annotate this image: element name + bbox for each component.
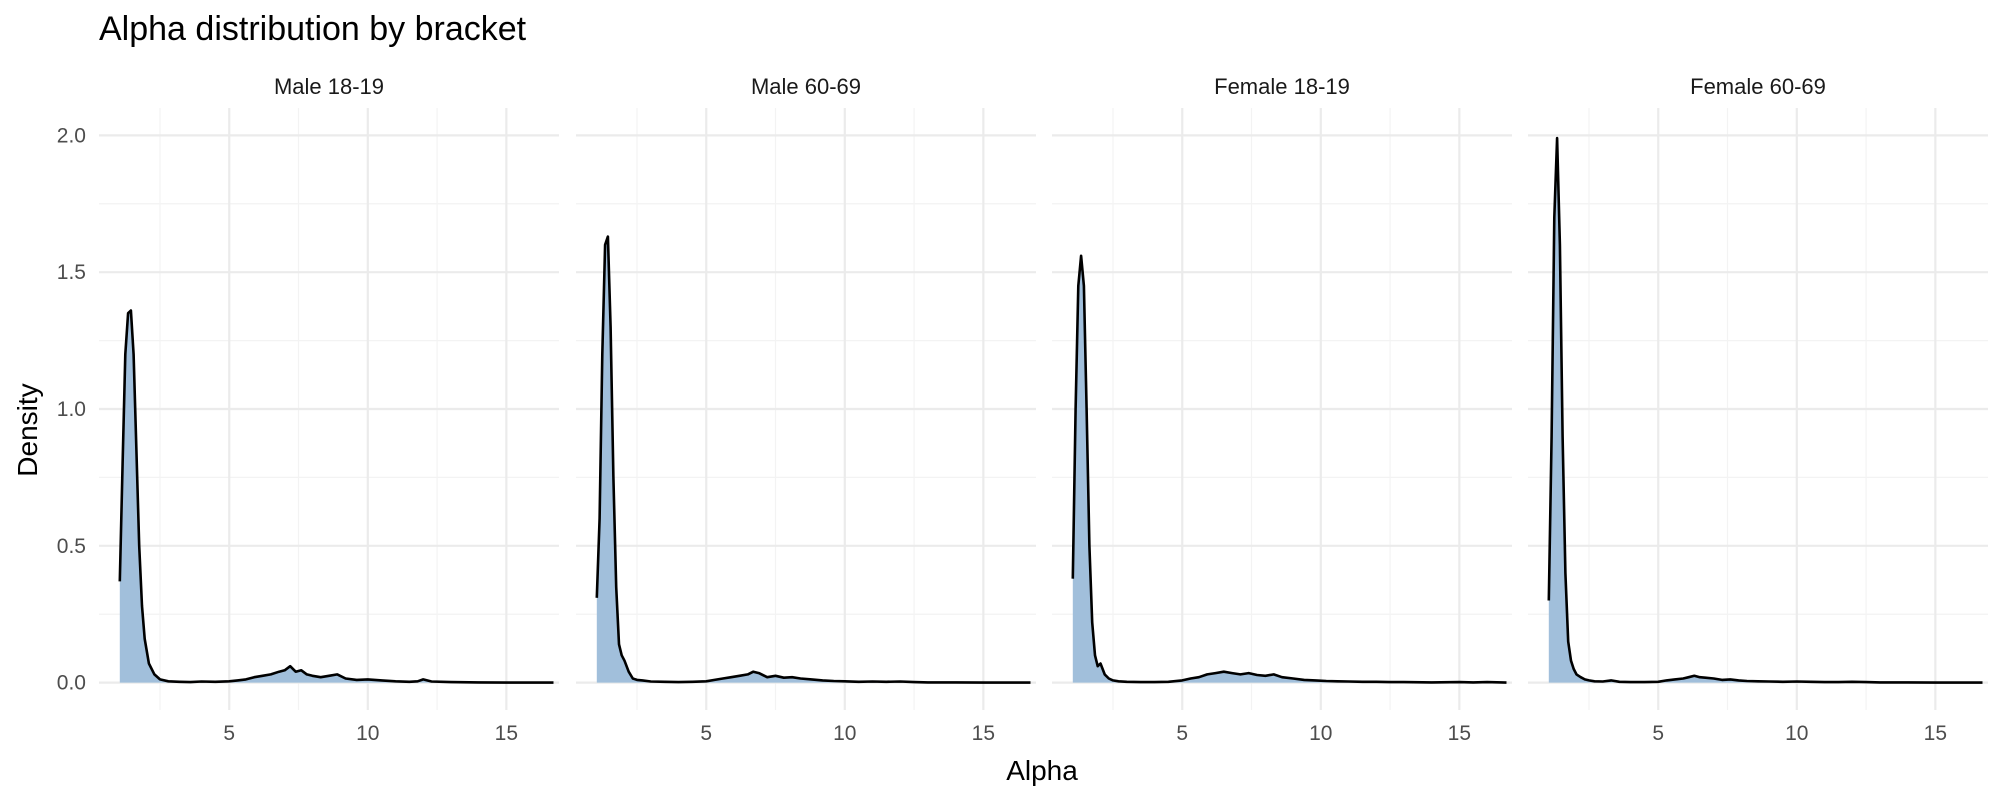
x-tick-label: 5 bbox=[1176, 722, 1188, 745]
y-tick-label: 0.0 bbox=[57, 672, 86, 695]
x-tick-label: 5 bbox=[1652, 722, 1664, 745]
x-tick-label: 15 bbox=[1448, 722, 1471, 745]
x-tick-label: 10 bbox=[833, 722, 856, 745]
facet-strip-label: Female 18-19 bbox=[1214, 74, 1350, 99]
y-tick-label: 2.0 bbox=[57, 124, 86, 147]
density-line bbox=[1547, 136, 1983, 684]
y-tick-label: 1.5 bbox=[57, 261, 86, 284]
x-tick-label: 15 bbox=[1924, 722, 1947, 745]
density-line bbox=[1071, 254, 1507, 684]
facet-panel: Male 60-69 5 10 15 bbox=[576, 74, 1036, 745]
density-line bbox=[118, 309, 554, 684]
x-tick-label: 15 bbox=[495, 722, 518, 745]
y-axis: 0.0 0.5 1.0 1.5 2.0 bbox=[57, 124, 86, 694]
x-tick-label: 10 bbox=[1785, 722, 1808, 745]
density-area bbox=[596, 236, 1031, 683]
y-tick-label: 1.0 bbox=[57, 398, 86, 421]
density-area bbox=[1072, 255, 1507, 683]
x-tick-label: 15 bbox=[972, 722, 995, 745]
y-tick-label: 0.5 bbox=[57, 535, 86, 558]
x-tick-label: 5 bbox=[700, 722, 712, 745]
facet-panel: Male 18-19 5 10 15 bbox=[99, 74, 559, 745]
y-axis-title: Density bbox=[12, 383, 43, 476]
density-area bbox=[1548, 138, 1983, 683]
facet-strip-label: Female 60-69 bbox=[1690, 74, 1826, 99]
facet-panel: Female 18-19 5 10 15 bbox=[1052, 74, 1512, 745]
chart-title: Alpha distribution by bracket bbox=[99, 10, 527, 48]
facet-strip-label: Male 60-69 bbox=[751, 74, 861, 99]
x-tick-label: 10 bbox=[1309, 722, 1332, 745]
x-tick-label: 10 bbox=[356, 722, 379, 745]
density-line bbox=[595, 235, 1031, 684]
density-area bbox=[119, 310, 554, 683]
facet-strip-label: Male 18-19 bbox=[274, 74, 384, 99]
facet-panel: Female 60-69 5 10 15 bbox=[1528, 74, 1988, 745]
x-axis-title: Alpha bbox=[1006, 755, 1078, 786]
x-tick-label: 5 bbox=[223, 722, 235, 745]
